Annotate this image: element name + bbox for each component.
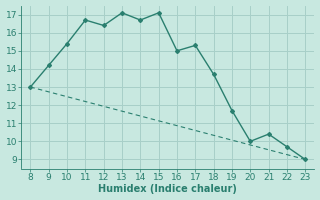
X-axis label: Humidex (Indice chaleur): Humidex (Indice chaleur) [98, 184, 237, 194]
